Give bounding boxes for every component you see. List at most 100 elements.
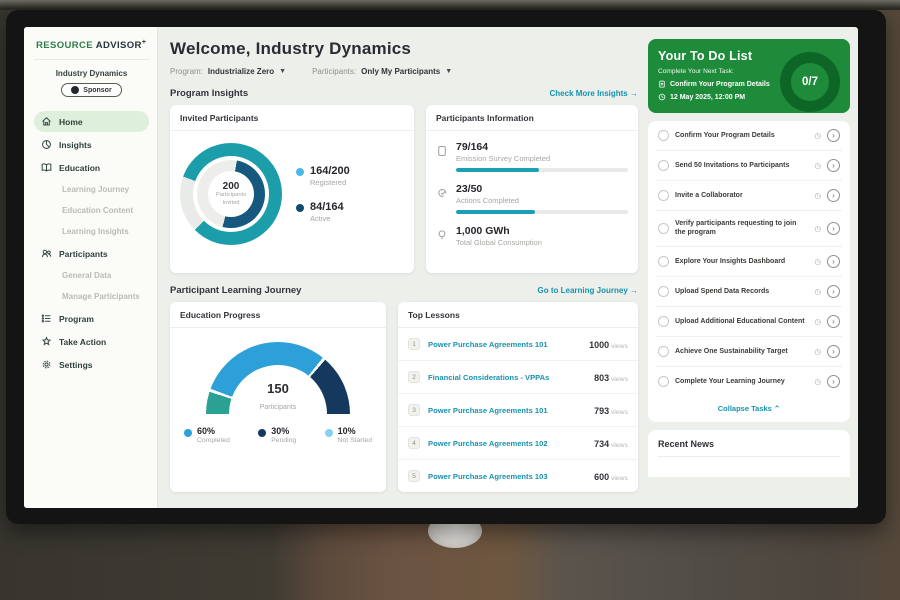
clock-icon: ◷ [814, 346, 821, 356]
active-dot-icon [296, 204, 304, 212]
not-started-dot-icon [324, 429, 333, 437]
education-progress-card: Education Progress 150 Participants [170, 302, 386, 492]
lesson-link[interactable]: Power Purchase Agreements 101 [428, 405, 548, 415]
invited-center-value: 200 [222, 180, 240, 192]
clock-icon [658, 93, 666, 101]
checkbox-icon[interactable] [658, 375, 669, 387]
clock-icon: ◷ [814, 316, 821, 326]
chevron-down-icon: ▼ [279, 68, 287, 75]
todo-task-list: Confirm Your Program Details ◷ › Send 50… [648, 121, 850, 422]
task-row-complete-learning-journey[interactable]: Complete Your Learning Journey ◷ › [656, 367, 842, 396]
pending-dot-icon [258, 429, 267, 437]
lesson-row: 2 Financial Considerations - VPPAs 803 v… [398, 361, 638, 394]
check-more-insights-link[interactable]: Check More Insights → [549, 89, 638, 98]
sidebar-item-settings[interactable]: Settings [34, 354, 149, 375]
legend-active: 84/164 Active [296, 201, 350, 223]
sidebar-item-learning-insights[interactable]: Learning Insights [62, 227, 129, 237]
checkbox-icon[interactable] [658, 315, 669, 327]
task-row-explore-insights[interactable]: Explore Your Insights Dashboard ◷ › [656, 247, 842, 277]
lesson-link[interactable]: Power Purchase Agreements 101 [428, 339, 548, 349]
legend-completed: 60% Completed [184, 426, 230, 444]
todo-progress-value: 0/7 [802, 76, 818, 88]
sidebar-item-insights[interactable]: Insights [34, 134, 149, 155]
rank-badge: 4 [408, 437, 420, 449]
chevron-right-icon[interactable]: › [827, 344, 840, 358]
recent-news-title: Recent News [658, 439, 840, 457]
education-progress-title: Education Progress [170, 302, 386, 328]
chevron-right-icon[interactable]: › [827, 314, 840, 328]
task-row-send-invitations[interactable]: Send 50 Invitations to Participants ◷ › [656, 151, 842, 181]
home-icon [42, 117, 51, 126]
bulb-icon [438, 230, 446, 239]
todo-next-task: Confirm Your Program Details [658, 80, 840, 88]
views-count: 1000 views [589, 340, 628, 350]
sidebar-item-program[interactable]: Program [34, 308, 149, 329]
views-count: 600 views [594, 472, 628, 482]
invited-center-label: Participants Invited [215, 191, 247, 206]
task-row-verify-participants[interactable]: Verify participants requesting to join t… [656, 211, 842, 247]
checkbox-icon[interactable] [658, 255, 669, 267]
views-count: 803 views [594, 373, 628, 383]
checkbox-icon[interactable] [658, 160, 669, 171]
clock-icon: ◷ [814, 223, 821, 233]
chevron-right-icon[interactable]: › [827, 189, 840, 202]
checkbox-icon[interactable] [658, 345, 669, 357]
chevron-right-icon[interactable]: › [827, 374, 840, 388]
top-lessons-title: Top Lessons [398, 302, 638, 328]
sidebar-item-participants[interactable]: Participants [34, 243, 149, 264]
task-row-upload-spend-data[interactable]: Upload Spend Data Records ◷ › [656, 277, 842, 307]
checkbox-icon[interactable] [658, 130, 669, 141]
sidebar-item-manage-participants[interactable]: Manage Participants [62, 292, 140, 302]
task-row-upload-educational-content[interactable]: Upload Additional Educational Content ◷ … [656, 307, 842, 337]
rank-badge: 5 [408, 470, 420, 482]
sidebar-item-take-action[interactable]: Take Action [34, 331, 149, 352]
lesson-row: 3 Power Purchase Agreements 101 793 view… [398, 394, 638, 427]
checkbox-icon[interactable] [658, 285, 669, 297]
clipboard-icon [659, 80, 665, 88]
lesson-link[interactable]: Power Purchase Agreements 102 [428, 438, 548, 448]
filter-bar: Program: Industrialize Zero ▼ Participan… [170, 67, 638, 76]
task-row-invite-collaborator[interactable]: Invite a Collaborator ◷ › [656, 181, 842, 211]
account-section: Industry Dynamics Sponsor [34, 60, 149, 103]
views-count: 793 views [594, 406, 628, 416]
sidebar-item-education[interactable]: Education [34, 157, 149, 178]
sidebar-item-home[interactable]: Home [34, 111, 149, 133]
checkbox-icon[interactable] [658, 222, 669, 234]
insights-icon [42, 140, 51, 150]
chevron-right-icon[interactable]: › [827, 254, 840, 268]
collapse-tasks-link[interactable]: Collapse Tasks ⌃ [717, 403, 781, 413]
go-to-learning-journey-link[interactable]: Go to Learning Journey → [537, 286, 638, 295]
settings-icon [42, 360, 51, 369]
legend-registered: 164/200 Registered [296, 165, 350, 187]
participants-filter[interactable]: Participants: Only My Participants ▼ [312, 67, 453, 76]
lesson-link[interactable]: Power Purchase Agreements 103 [428, 471, 548, 481]
program-insights-heading: Program Insights [170, 88, 249, 99]
registered-dot-icon [296, 168, 304, 176]
sidebar-item-general-data[interactable]: General Data [62, 271, 112, 281]
invited-donut-chart: 200 Participants Invited [180, 143, 282, 245]
clock-icon: ◷ [814, 161, 821, 170]
sidebar-item-learning-journey[interactable]: Learning Journey [62, 185, 130, 195]
checkbox-icon[interactable] [658, 190, 669, 201]
chevron-right-icon[interactable]: › [827, 159, 840, 172]
participants-information-card: Participants Information 79/164 Emission… [426, 105, 638, 273]
education-gauge-chart: 150 Participants [206, 342, 350, 414]
program-filter[interactable]: Program: Industrialize Zero ▼ [170, 67, 287, 76]
actions-icon [438, 188, 447, 197]
task-row-confirm-program[interactable]: Confirm Your Program Details ◷ › [656, 121, 842, 151]
take-action-icon [41, 336, 52, 346]
stat-emission-survey: 79/164 Emission Survey Completed [436, 141, 628, 172]
sidebar-item-education-content[interactable]: Education Content [62, 206, 134, 216]
chevron-right-icon[interactable]: › [827, 129, 840, 142]
task-row-achieve-target[interactable]: Achieve One Sustainability Target ◷ › [656, 337, 842, 367]
chevron-right-icon[interactable]: › [827, 221, 840, 235]
arrow-right-icon: → [630, 89, 638, 98]
chevron-right-icon[interactable]: › [827, 284, 840, 298]
clock-icon: ◷ [814, 376, 821, 386]
invited-participants-card: Invited Participants 200 Participants In… [170, 105, 414, 273]
invited-legend: 164/200 Registered 84/164 Active [296, 165, 350, 223]
lesson-link[interactable]: Financial Considerations - VPPAs [428, 372, 550, 382]
logo-advisor: ADVISOR+ [95, 39, 147, 52]
clock-icon: ◷ [814, 191, 821, 200]
